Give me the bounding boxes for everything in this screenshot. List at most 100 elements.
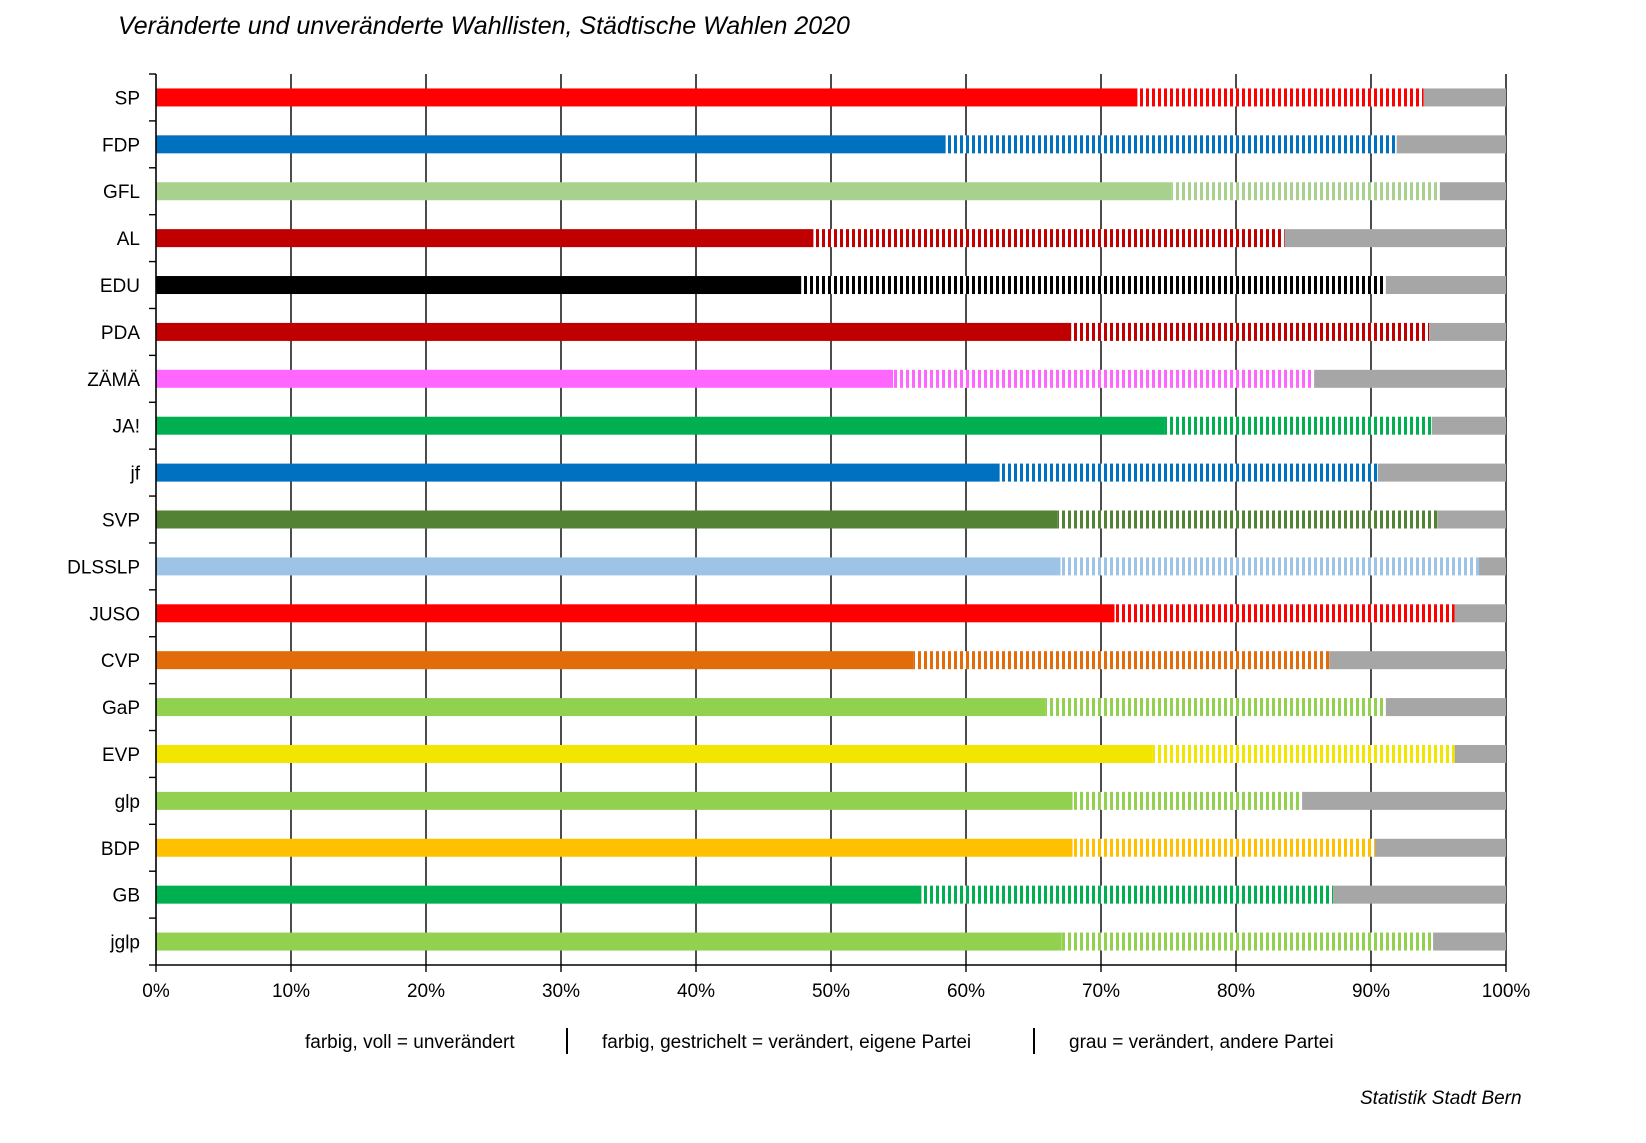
x-tick-label: 20% [407, 981, 445, 1000]
bar-unchanged [156, 369, 894, 388]
bar-changed-other-party [1314, 369, 1506, 388]
bar-changed-own-party [1045, 698, 1386, 717]
bar-unchanged [156, 463, 1000, 482]
axes [149, 73, 1507, 972]
bar-unchanged [156, 744, 1153, 763]
bar-changed-other-party [1439, 182, 1506, 201]
bar-unchanged [156, 698, 1046, 717]
x-tick-label: 60% [947, 981, 985, 1000]
bar-changed-own-party [1061, 932, 1434, 951]
category-labels: SP FDP GFL AL EDU PDA ZÄMÄ JA! jf SVP DLSSLP JUSO CV… [67, 88, 141, 953]
bar-unchanged [156, 510, 1058, 529]
category-label: JUSO [89, 604, 140, 625]
bar-changed-other-party [1302, 791, 1506, 810]
x-tick-label: 70% [1082, 981, 1120, 1000]
bar-changed-own-party [921, 885, 1334, 904]
x-tick-label: 40% [677, 981, 715, 1000]
legend-unchanged: farbig, voll = unverändert [305, 1032, 515, 1053]
bar-changed-own-party [1072, 791, 1303, 810]
category-label: GaP [102, 698, 140, 719]
bar-unchanged [156, 135, 946, 154]
category-label: FDP [102, 135, 140, 156]
bar-unchanged [156, 276, 802, 295]
bar-changed-other-party [1431, 416, 1506, 435]
bar-changed-own-party [913, 651, 1330, 670]
x-tick-label: 30% [542, 981, 580, 1000]
bar-changed-own-party [1171, 182, 1440, 201]
x-tick-label: 50% [812, 981, 850, 1000]
x-tick-label: 0% [142, 981, 170, 1000]
bar-changed-other-party [1385, 698, 1506, 717]
bar-changed-own-party [1060, 557, 1479, 576]
category-label: SVP [102, 511, 140, 532]
bar-changed-own-party [1164, 416, 1432, 435]
bar-changed-own-party [1114, 604, 1455, 623]
bar-changed-own-party [945, 135, 1397, 154]
legend: farbig, voll = unverändert farbig, gestr… [0, 1028, 1646, 1062]
bar-changed-other-party [1284, 229, 1506, 248]
bar-changed-own-party [1072, 838, 1376, 857]
bar-changed-other-party [1479, 557, 1506, 576]
bar-unchanged [156, 88, 1138, 107]
bar-unchanged [156, 651, 914, 670]
bar-changed-other-party [1385, 276, 1506, 295]
bar-unchanged [156, 791, 1073, 810]
bar-unchanged [156, 322, 1072, 341]
bar-changed-other-party [1423, 88, 1506, 107]
bar-changed-other-party [1375, 838, 1506, 857]
category-label: PDA [101, 323, 140, 344]
bar-unchanged [156, 604, 1115, 623]
bar-unchanged [156, 182, 1172, 201]
category-label: GB [113, 886, 140, 907]
legend-changed-other-party: grau = verändert, andere Partei [1069, 1032, 1334, 1053]
category-label: BDP [101, 839, 140, 860]
bar-changed-other-party [1396, 135, 1506, 154]
bar-unchanged [156, 838, 1073, 857]
category-label: EVP [102, 745, 140, 766]
bar-unchanged [156, 885, 922, 904]
bar-changed-own-party [1071, 322, 1430, 341]
category-label: SP [115, 88, 140, 109]
legend-separator [566, 1028, 568, 1054]
bar-changed-other-party [1377, 463, 1506, 482]
legend-changed-own-party: farbig, gestrichelt = verändert, eigene … [602, 1032, 972, 1053]
bar-changed-own-party [893, 369, 1315, 388]
category-label: JA! [113, 417, 140, 438]
source-note: Statistik Stadt Bern [1360, 1088, 1522, 1109]
stacked-bar-chart: SP FDP GFL AL EDU PDA ZÄMÄ JA! jf SVP DLSSLP JUSO CV… [67, 73, 1530, 1000]
bar-changed-other-party [1437, 510, 1506, 529]
bar-changed-own-party [1137, 88, 1424, 107]
category-label: CVP [101, 651, 140, 672]
category-label: ZÄMÄ [87, 370, 140, 391]
bar-changed-other-party [1329, 651, 1506, 670]
x-tick-label: 80% [1217, 981, 1255, 1000]
category-label: GFL [103, 182, 140, 203]
bar-unchanged [156, 557, 1061, 576]
legend-separator [1033, 1028, 1035, 1054]
category-label: glp [115, 792, 140, 813]
category-label: jf [130, 464, 141, 485]
bar-unchanged [156, 416, 1165, 435]
category-label: jglp [109, 933, 140, 954]
chart-title: Veränderte und unveränderte Wahllisten, … [118, 12, 850, 40]
x-tick-label: 10% [272, 981, 310, 1000]
bar-changed-own-party [801, 276, 1386, 295]
bar-changed-own-party [1152, 744, 1455, 763]
bar-unchanged [156, 229, 814, 248]
x-tick-label: 90% [1352, 981, 1390, 1000]
bar-changed-other-party [1454, 744, 1506, 763]
bar-changed-other-party [1454, 604, 1506, 623]
bar-changed-other-party [1429, 322, 1506, 341]
bars [156, 88, 1506, 951]
category-label: DLSSLP [67, 557, 140, 578]
x-tick-label: 100% [1482, 981, 1531, 1000]
bar-changed-own-party [1057, 510, 1438, 529]
bar-changed-own-party [813, 229, 1285, 248]
category-label: EDU [100, 276, 140, 297]
x-tick-labels: 0% 10% 20% 30% 40% 50% 60% 70% 80% 90% 100% [142, 981, 1530, 1000]
bar-unchanged [156, 932, 1062, 951]
category-label: AL [117, 229, 140, 250]
bar-changed-other-party [1333, 885, 1506, 904]
bar-changed-other-party [1433, 932, 1506, 951]
bar-changed-own-party [999, 463, 1378, 482]
